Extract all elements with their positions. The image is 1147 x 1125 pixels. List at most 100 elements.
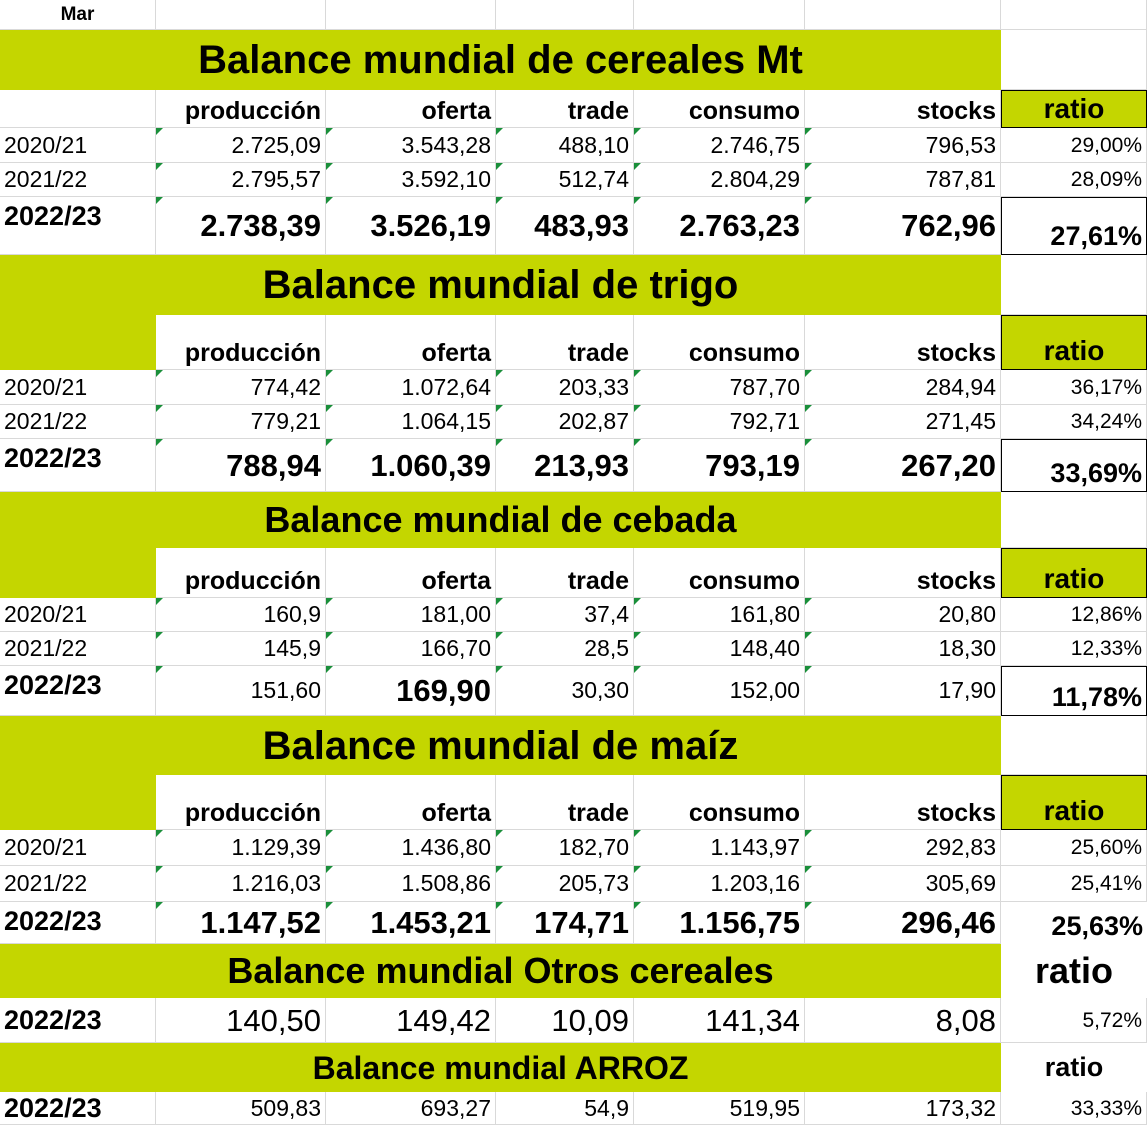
ratio-value[interactable]: 29,00% xyxy=(1001,128,1147,163)
value-cell[interactable]: 203,33 xyxy=(496,370,634,405)
value-cell[interactable]: 10,09 xyxy=(496,998,634,1043)
value-cell[interactable]: 788,94 xyxy=(156,439,326,492)
value-cell[interactable]: 3.592,10 xyxy=(326,163,496,197)
ratio-value[interactable]: 33,69% xyxy=(1001,439,1147,492)
empty-cell[interactable] xyxy=(1001,30,1147,90)
empty-cell[interactable] xyxy=(326,0,496,30)
empty-cell[interactable] xyxy=(1001,255,1147,315)
value-cell[interactable]: 292,83 xyxy=(805,830,1001,866)
value-cell[interactable]: 173,32 xyxy=(805,1092,1001,1125)
ratio-value[interactable]: 5,72% xyxy=(1001,998,1147,1043)
value-cell[interactable]: 18,30 xyxy=(805,632,1001,666)
ratio-value[interactable]: 25,63% xyxy=(1051,911,1143,941)
ratio-value[interactable]: 25,60% xyxy=(1001,830,1147,866)
value-cell[interactable]: 1.147,52 xyxy=(156,902,326,944)
year-label[interactable]: 2022/23 xyxy=(0,902,156,944)
value-cell[interactable]: 166,70 xyxy=(326,632,496,666)
value-cell[interactable]: 152,00 xyxy=(634,666,805,716)
value-cell[interactable]: 1.072,64 xyxy=(326,370,496,405)
value-cell[interactable]: 1.156,75 xyxy=(634,902,805,944)
value-cell[interactable]: 3.543,28 xyxy=(326,128,496,163)
ratio-value[interactable]: 34,24% xyxy=(1001,405,1147,439)
value-cell[interactable]: 793,19 xyxy=(634,439,805,492)
value-cell[interactable]: 174,71 xyxy=(496,902,634,944)
value-cell[interactable]: 1.064,15 xyxy=(326,405,496,439)
value-cell[interactable]: 2.795,57 xyxy=(156,163,326,197)
ratio-value[interactable]: 27,61% xyxy=(1001,197,1147,255)
value-cell[interactable]: 1.203,16 xyxy=(634,866,805,902)
year-label[interactable]: 2021/22 xyxy=(0,866,156,902)
year-label[interactable]: 2022/23 xyxy=(0,197,156,255)
year-label[interactable]: 2022/23 xyxy=(0,998,156,1043)
value-cell[interactable]: 140,50 xyxy=(156,998,326,1043)
value-cell[interactable]: 28,5 xyxy=(496,632,634,666)
ratio-value[interactable]: 12,33% xyxy=(1001,632,1147,666)
value-cell[interactable]: 1.143,97 xyxy=(634,830,805,866)
year-label[interactable]: 2020/21 xyxy=(0,598,156,632)
corner-label[interactable]: Mar xyxy=(0,0,156,30)
year-label[interactable]: 2020/21 xyxy=(0,370,156,405)
value-cell[interactable]: 54,9 xyxy=(496,1092,634,1125)
ratio-value[interactable]: 28,09% xyxy=(1001,163,1147,197)
value-cell[interactable]: 2.804,29 xyxy=(634,163,805,197)
value-cell[interactable]: 774,42 xyxy=(156,370,326,405)
ratio-value[interactable]: 33,33% xyxy=(1001,1092,1147,1125)
value-cell[interactable]: 149,42 xyxy=(326,998,496,1043)
value-cell[interactable]: 202,87 xyxy=(496,405,634,439)
value-cell[interactable]: 8,08 xyxy=(805,998,1001,1043)
value-cell[interactable]: 37,4 xyxy=(496,598,634,632)
value-cell[interactable]: 483,93 xyxy=(496,197,634,255)
value-cell[interactable]: 182,70 xyxy=(496,830,634,866)
value-cell[interactable]: 1.060,39 xyxy=(326,439,496,492)
value-cell[interactable]: 512,74 xyxy=(496,163,634,197)
value-cell[interactable]: 151,60 xyxy=(156,666,326,716)
value-cell[interactable]: 2.763,23 xyxy=(634,197,805,255)
ratio-value[interactable]: 12,86% xyxy=(1001,598,1147,632)
empty-cell[interactable] xyxy=(156,0,326,30)
empty-cell[interactable] xyxy=(634,0,805,30)
value-cell[interactable]: 267,20 xyxy=(805,439,1001,492)
value-cell[interactable]: 2.738,39 xyxy=(156,197,326,255)
year-label[interactable]: 2020/21 xyxy=(0,128,156,163)
ratio-value[interactable]: 11,78% xyxy=(1001,666,1147,716)
value-cell[interactable]: 296,46 xyxy=(805,902,1001,944)
value-cell[interactable]: 17,90 xyxy=(805,666,1001,716)
value-cell[interactable]: 1.436,80 xyxy=(326,830,496,866)
year-label[interactable]: 2021/22 xyxy=(0,163,156,197)
value-cell[interactable]: 779,21 xyxy=(156,405,326,439)
year-label[interactable]: 2022/23 xyxy=(0,1092,156,1125)
value-cell[interactable]: 792,71 xyxy=(634,405,805,439)
value-cell[interactable]: 2.725,09 xyxy=(156,128,326,163)
value-cell[interactable]: 3.526,19 xyxy=(326,197,496,255)
value-cell[interactable]: 519,95 xyxy=(634,1092,805,1125)
value-cell[interactable]: 1.508,86 xyxy=(326,866,496,902)
value-cell[interactable]: 271,45 xyxy=(805,405,1001,439)
value-cell[interactable]: 1.216,03 xyxy=(156,866,326,902)
value-cell[interactable]: 305,69 xyxy=(805,866,1001,902)
value-cell[interactable]: 141,34 xyxy=(634,998,805,1043)
value-cell[interactable]: 284,94 xyxy=(805,370,1001,405)
value-cell[interactable]: 145,9 xyxy=(156,632,326,666)
year-label[interactable]: 2021/22 xyxy=(0,405,156,439)
value-cell[interactable]: 787,70 xyxy=(634,370,805,405)
empty-cell[interactable] xyxy=(1001,492,1147,548)
value-cell[interactable]: 2.746,75 xyxy=(634,128,805,163)
value-cell[interactable]: 1.453,21 xyxy=(326,902,496,944)
value-cell[interactable]: 762,96 xyxy=(805,197,1001,255)
year-label[interactable]: 2020/21 xyxy=(0,830,156,866)
value-cell[interactable]: 693,27 xyxy=(326,1092,496,1125)
value-cell[interactable]: 20,80 xyxy=(805,598,1001,632)
value-cell[interactable]: 213,93 xyxy=(496,439,634,492)
empty-cell[interactable] xyxy=(496,0,634,30)
value-cell[interactable]: 30,30 xyxy=(496,666,634,716)
value-cell[interactable]: 161,80 xyxy=(634,598,805,632)
value-cell[interactable]: 1.129,39 xyxy=(156,830,326,866)
ratio-value[interactable]: 36,17% xyxy=(1001,370,1147,405)
value-cell[interactable]: 205,73 xyxy=(496,866,634,902)
value-cell[interactable]: 787,81 xyxy=(805,163,1001,197)
value-cell[interactable]: 148,40 xyxy=(634,632,805,666)
value-cell[interactable]: 169,90 xyxy=(326,666,496,716)
year-label[interactable]: 2021/22 xyxy=(0,632,156,666)
year-label[interactable]: 2022/23 xyxy=(0,666,156,716)
value-cell[interactable]: 796,53 xyxy=(805,128,1001,163)
